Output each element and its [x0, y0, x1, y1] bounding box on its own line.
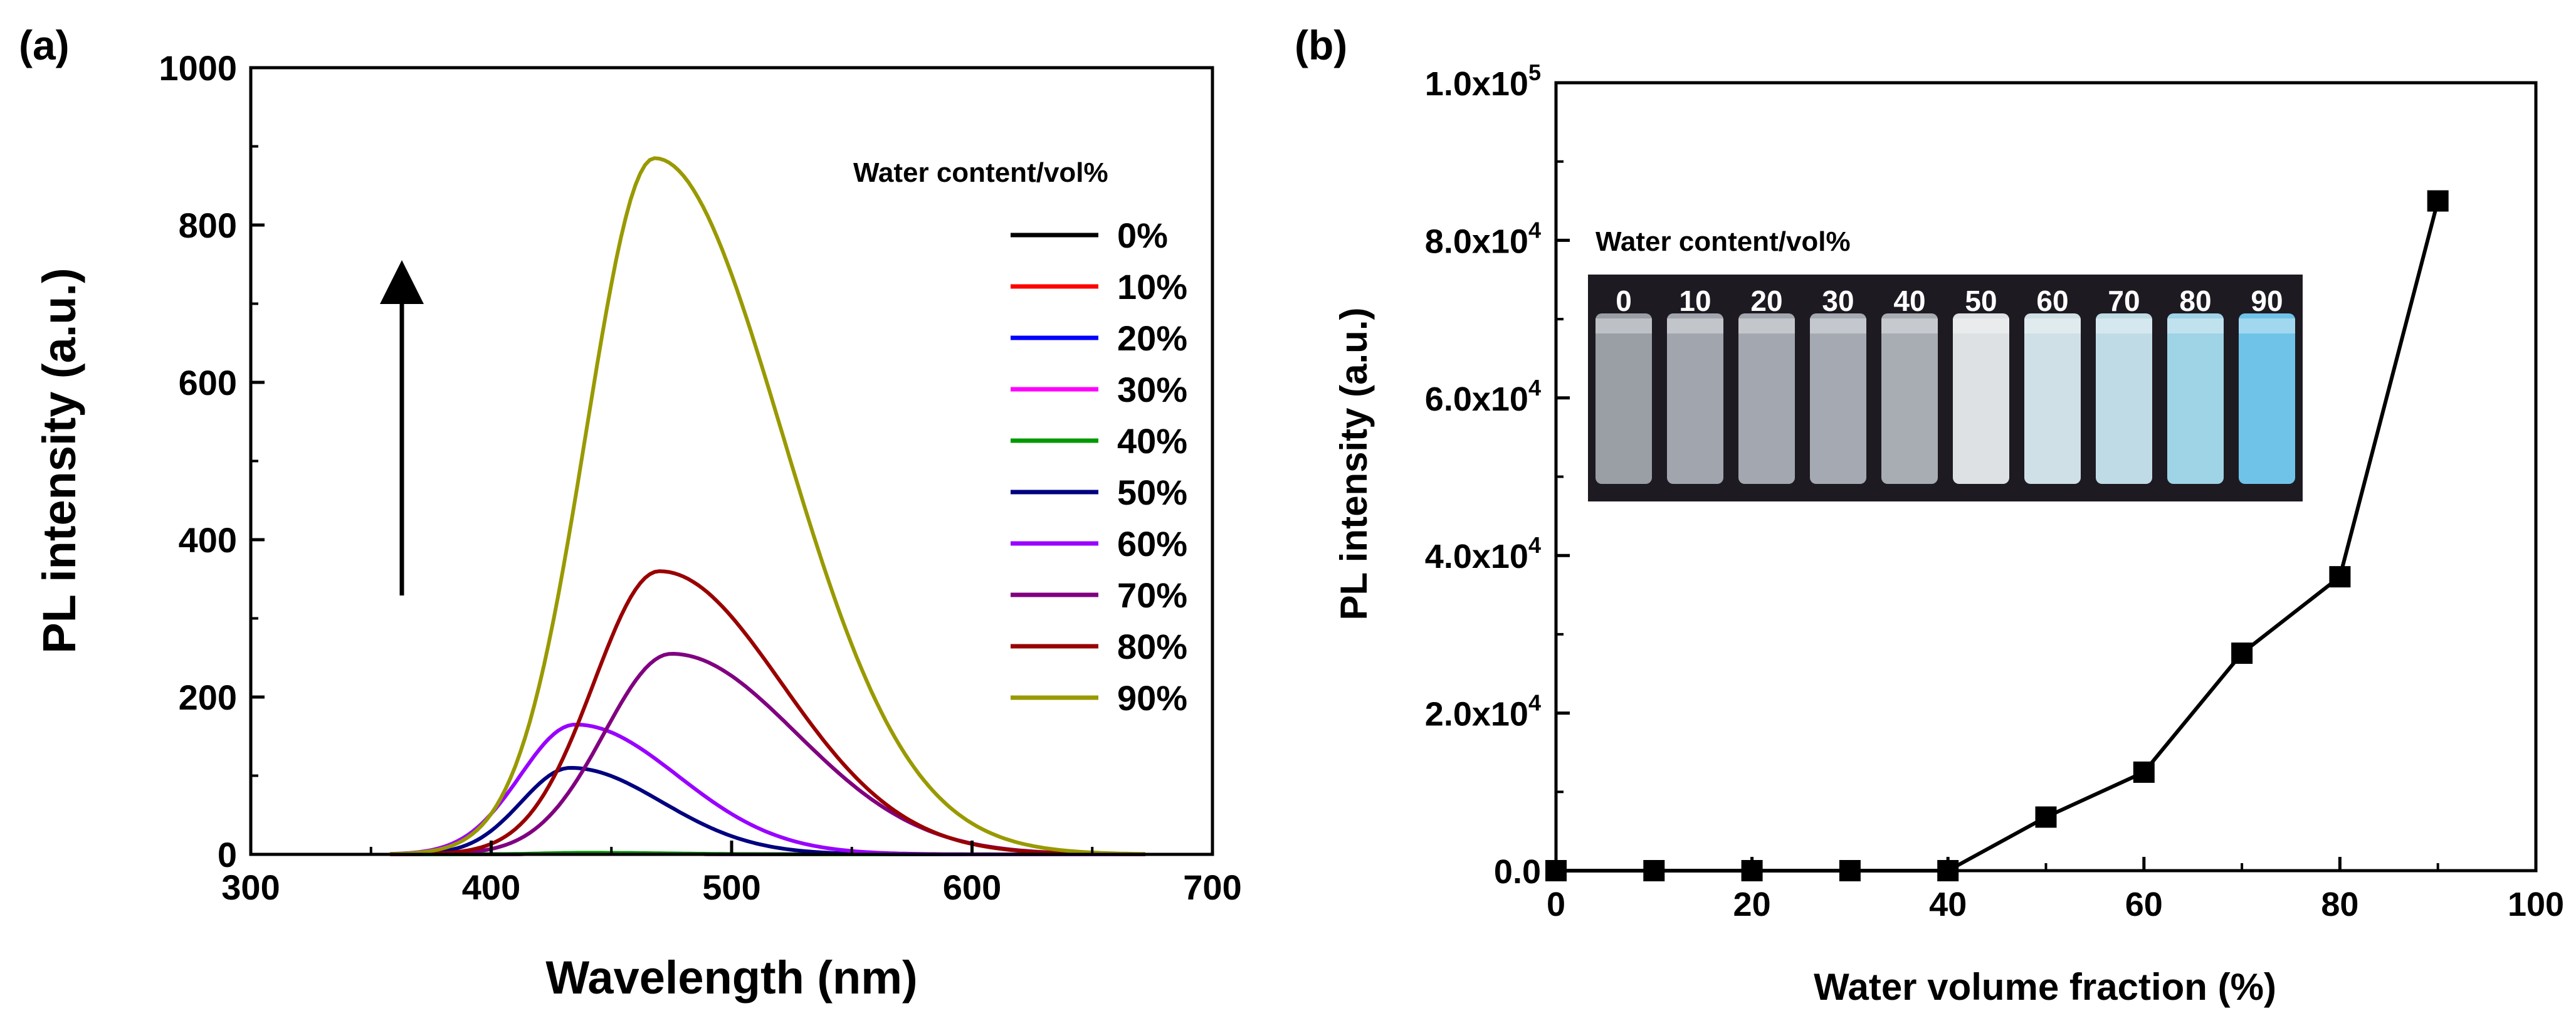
legend-label-80pct: 80%	[1117, 627, 1187, 666]
vial-cap-highlight	[1953, 318, 2009, 333]
vial-90	[2239, 313, 2295, 484]
panel-a-label: (a)	[19, 22, 70, 68]
vial-label-50: 50	[1965, 285, 1997, 317]
panel-b-x-tick-label: 0	[1547, 886, 1565, 923]
inset-title: Water content/vol%	[1596, 226, 1851, 257]
panel-a-x-tick-label: 700	[1183, 868, 1241, 907]
panel-a-x-ticks: 300 400 500 600 700	[221, 841, 1242, 907]
vial-cap-highlight	[2024, 318, 2081, 333]
data-point-80	[2329, 566, 2351, 588]
panel-a-y-tick-label: 0	[218, 835, 237, 874]
vial-60	[2024, 313, 2081, 484]
panel-b-x-tick-label: 100	[2508, 886, 2564, 923]
panel-b-series	[1545, 190, 2449, 881]
vial-label-40: 40	[1893, 285, 1925, 317]
panel-b-label: (b)	[1295, 22, 1347, 68]
panel-a-y-tick-label: 600	[179, 363, 237, 402]
data-point-50	[2035, 806, 2057, 828]
panel-b-y-tick-label: 8.0x104	[1425, 217, 1541, 260]
vial-label-70: 70	[2108, 285, 2140, 317]
panel-a-legend: 0% 10% 20% 30% 40% 50% 60% 70% 80% 90%	[1011, 216, 1187, 718]
vial-label-60: 60	[2036, 285, 2068, 317]
legend-label-30pct: 30%	[1117, 370, 1187, 409]
panel-a-y-tick-label: 1000	[159, 48, 237, 88]
panel-b-y-axis-label: PL intensity (a.u.)	[1333, 308, 1375, 621]
data-point-20	[1741, 860, 1763, 881]
panel-b-y-tick-label: 6.0x104	[1425, 375, 1541, 418]
data-point-40	[1937, 860, 1959, 881]
spectrum-line-80pct	[390, 569, 1145, 856]
vial-row: 0 10 20 30 40 50 60 70 80 90	[1596, 285, 2295, 484]
vial-cap-highlight	[1810, 318, 1866, 333]
legend-label-90pct: 90%	[1117, 678, 1187, 718]
vial-label-30: 30	[1822, 285, 1854, 317]
panel-b-y-tick-label: 4.0x104	[1425, 532, 1541, 575]
vial-10	[1667, 313, 1723, 484]
vial-cap-highlight	[1667, 318, 1723, 333]
vial-cap-highlight	[2167, 318, 2224, 333]
legend-label-60pct: 60%	[1117, 524, 1187, 564]
panel-a-curves	[390, 156, 1145, 856]
panel-b-y-tick-label: 1.0x105	[1425, 60, 1541, 103]
data-point-30	[1839, 860, 1861, 881]
panel-a-x-tick-label: 300	[221, 868, 280, 907]
panel-a-x-tick-label: 400	[462, 868, 520, 907]
vial-label-0: 0	[1616, 285, 1632, 317]
vial-50	[1953, 313, 2009, 484]
data-point-70	[2231, 642, 2253, 664]
data-point-90	[2427, 190, 2449, 212]
vial-cap-highlight	[1596, 318, 1652, 333]
data-point-10	[1643, 860, 1665, 881]
panel-a-y-tick-label: 800	[179, 206, 237, 245]
panel-a-y-axis-label: PL intensity (a.u.)	[33, 268, 85, 653]
legend-label-20pct: 20%	[1117, 318, 1187, 358]
legend-label-50pct: 50%	[1117, 473, 1187, 512]
panel-a-y-ticks: 0 200 400 600 800 1000	[159, 48, 265, 874]
vial-cap-highlight	[1738, 318, 1795, 333]
vial-photo-inset: Water content/vol% 0 10 20 30 40 50 60 70 80 90	[1588, 226, 2303, 501]
panel-b-y-tick-label: 0.0	[1494, 853, 1541, 891]
panel-a-x-axis-label: Wavelength (nm)	[545, 952, 917, 1004]
legend-label-40pct: 40%	[1117, 421, 1187, 461]
vial-label-80: 80	[2179, 285, 2211, 317]
vial-label-20: 20	[1750, 285, 1782, 317]
vial-30	[1810, 313, 1866, 484]
panel-b-x-axis-label: Water volume fraction (%)	[1814, 966, 2276, 1008]
panel-b-x-tick-label: 60	[2125, 886, 2163, 923]
panel-a-y-tick-label: 400	[179, 520, 237, 560]
panel-b-x-tick-label: 40	[1929, 886, 1967, 923]
panel-b-data-line	[1556, 200, 2440, 873]
legend-label-0pct: 0%	[1117, 216, 1168, 255]
vial-40	[1881, 313, 1938, 484]
spectrum-line-70pct	[390, 652, 1145, 856]
vial-0	[1596, 313, 1652, 484]
panel-b-x-tick-label: 80	[2321, 886, 2358, 923]
panel-b-x-ticks: 0 20 40 60 80 100	[1547, 857, 2564, 923]
panel-b-y-ticks: 0.0 2.0x104 4.0x104 6.0x104 8.0x104 1.0x105	[1425, 60, 1570, 891]
spectrum-line-90pct	[390, 156, 1145, 856]
spectrum-line-50pct	[390, 766, 1145, 856]
panel-a-y-tick-label: 200	[179, 678, 237, 717]
vial-cap-highlight	[1881, 318, 1938, 333]
panel-a-x-tick-label: 600	[943, 868, 1001, 907]
vial-label-10: 10	[1679, 285, 1711, 317]
vial-cap-highlight	[2239, 318, 2295, 333]
vial-label-90: 90	[2251, 285, 2283, 317]
vial-80	[2167, 313, 2224, 484]
vial-20	[1738, 313, 1795, 484]
vial-70	[2096, 313, 2152, 484]
legend-label-70pct: 70%	[1117, 575, 1187, 615]
data-point-0	[1545, 860, 1567, 881]
panel-a-x-tick-label: 500	[702, 868, 760, 907]
panel-b-chart: 0 20 40 60 80 100 0.02.0x1044.0x1046.0x1048.0…	[1333, 60, 2564, 1008]
legend-title: Water content/vol%	[853, 157, 1108, 188]
data-point-60	[2133, 761, 2155, 783]
panel-b-x-tick-label: 20	[1733, 886, 1771, 923]
legend-label-10pct: 10%	[1117, 267, 1187, 307]
panel-b-y-tick-label: 2.0x104	[1425, 690, 1541, 733]
vial-cap-highlight	[2096, 318, 2152, 333]
panel-a-chart: 300 400 500 600 700 0 200 400 600 800 1000 Wavele…	[33, 48, 1242, 1004]
